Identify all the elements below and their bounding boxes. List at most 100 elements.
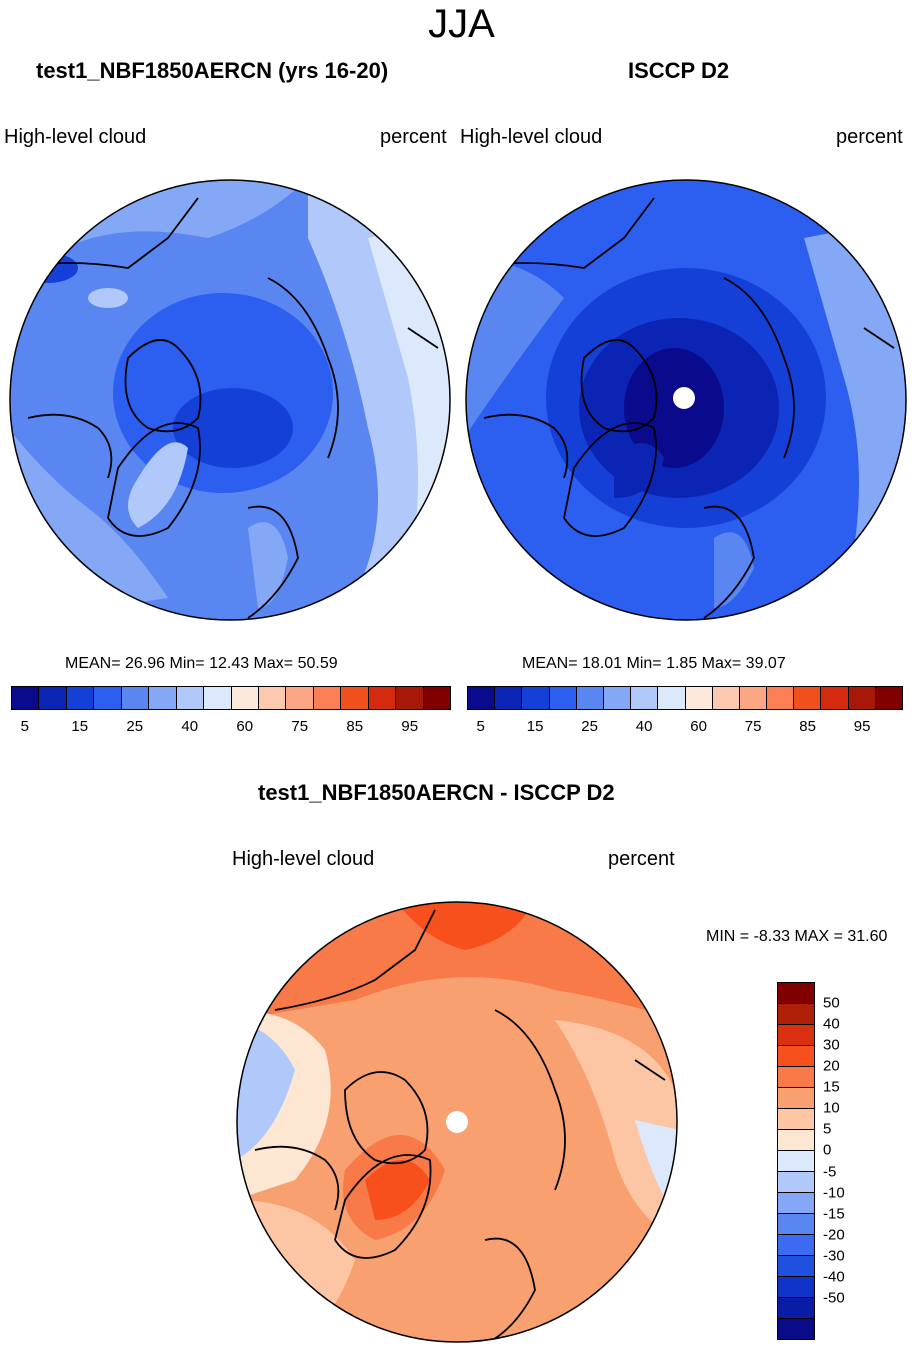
season-title: JJA <box>428 2 495 46</box>
panel2-stats: MEAN= 18.01 Min= 1.85 Max= 39.07 <box>522 655 786 672</box>
colorbar-swatch <box>712 687 740 709</box>
diff-colorbar-tick-label: 0 <box>823 1141 832 1159</box>
colorbar-swatch <box>875 687 902 709</box>
diff-units: percent <box>608 848 675 870</box>
diff-colorbar-tick-label: -30 <box>823 1247 845 1265</box>
colorbar-swatch <box>286 687 314 709</box>
panel1-colorbar <box>11 686 451 710</box>
colorbar-swatch <box>685 687 713 709</box>
colorbar-tick-label: 75 <box>291 718 309 735</box>
diff-colorbar <box>777 982 815 1340</box>
colorbar-swatch <box>39 687 67 709</box>
colorbar-swatch <box>794 687 822 709</box>
colorbar-swatch <box>231 687 259 709</box>
colorbar-swatch <box>341 687 369 709</box>
colorbar-tick-label: 60 <box>236 718 254 735</box>
diff-colorbar-tick-label: -5 <box>823 1163 837 1181</box>
colorbar-swatch <box>495 687 523 709</box>
colorbar-tick-label: 95 <box>401 718 419 735</box>
diff-colorbar-tick-label: -10 <box>823 1184 845 1202</box>
panel1-title: test1_NBF1850AERCN (yrs 16-20) <box>36 58 389 83</box>
diff-colorbar-swatch <box>778 1277 814 1298</box>
colorbar-swatch <box>522 687 550 709</box>
diff-variable: High-level cloud <box>232 848 375 870</box>
diff-colorbar-swatch <box>778 1025 814 1046</box>
colorbar-swatch <box>848 687 876 709</box>
colorbar-tick-label: 25 <box>581 718 598 735</box>
colorbar-swatch <box>396 687 424 709</box>
diff-colorbar-tick-label: 30 <box>823 1036 840 1054</box>
diff-colorbar-swatch <box>778 1256 814 1277</box>
colorbar-swatch <box>821 687 849 709</box>
colorbar-tick-label: 5 <box>476 718 485 735</box>
panel1-units: percent <box>380 126 447 148</box>
colorbar-tick-label: 85 <box>346 718 364 735</box>
diff-colorbar-swatch <box>778 1235 814 1256</box>
diff-colorbar-swatch <box>778 1130 814 1151</box>
diff-colorbar-swatch <box>778 983 814 1004</box>
colorbar-tick-label: 60 <box>690 718 707 735</box>
diff-colorbar-swatch <box>778 1319 814 1339</box>
colorbar-swatch <box>549 687 577 709</box>
colorbar-swatch <box>204 687 232 709</box>
colorbar-swatch <box>631 687 659 709</box>
panel1-colorbar-ticks: 5 15 25 40 60 75 85 95 <box>11 718 451 738</box>
diff-colorbar-swatch <box>778 1067 814 1088</box>
colorbar-swatch <box>176 687 205 709</box>
colorbar-swatch <box>313 687 342 709</box>
colorbar-tick-label: 95 <box>853 718 871 735</box>
colorbar-swatch <box>468 687 496 709</box>
diff-colorbar-tick-label: -50 <box>823 1289 845 1307</box>
panel2-colorbar <box>467 686 903 710</box>
colorbar-tick-label: 75 <box>744 718 762 735</box>
colorbar-swatch <box>658 687 686 709</box>
colorbar-swatch <box>66 687 95 709</box>
colorbar-swatch <box>739 687 768 709</box>
diff-colorbar-tick-label: -15 <box>823 1205 845 1223</box>
diff-colorbar-tick-label: 20 <box>823 1057 840 1075</box>
panel1-stats: MEAN= 26.96 Min= 12.43 Max= 50.59 <box>65 655 338 672</box>
diff-colorbar-tick-label: 40 <box>823 1015 840 1033</box>
colorbar-swatch <box>423 687 450 709</box>
colorbar-swatch <box>368 687 397 709</box>
colorbar-swatch <box>94 687 122 709</box>
colorbar-swatch <box>767 687 795 709</box>
diff-colorbar-ticks: 50 40 30 20 15 10 5 0 -5 -10 -15 -20 -30 -40 -50 <box>823 982 863 1340</box>
diff-colorbar-swatch <box>778 1298 814 1319</box>
diff-colorbar-swatch <box>778 1214 814 1235</box>
panel1-map <box>9 179 451 621</box>
diff-colorbar-tick-label: 50 <box>823 994 840 1012</box>
colorbar-swatch <box>258 687 287 709</box>
colorbar-swatch <box>149 687 177 709</box>
diff-colorbar-tick-label: 15 <box>823 1078 840 1096</box>
diff-colorbar-tick-label: -20 <box>823 1226 845 1244</box>
diff-title: test1_NBF1850AERCN - ISCCP D2 <box>258 780 615 805</box>
diff-colorbar-swatch <box>778 1046 814 1067</box>
colorbar-tick-label: 5 <box>20 718 29 735</box>
panel2-units: percent <box>836 126 903 148</box>
diff-colorbar-swatch <box>778 1151 814 1172</box>
diff-colorbar-tick-label: 5 <box>823 1120 832 1138</box>
diff-colorbar-swatch <box>778 1004 814 1025</box>
panel1-variable: High-level cloud <box>4 126 147 148</box>
diff-colorbar-swatch <box>778 1172 814 1193</box>
diff-minmax: MIN = -8.33 MAX = 31.60 <box>706 928 888 945</box>
colorbar-tick-label: 40 <box>635 718 653 735</box>
colorbar-tick-label: 85 <box>799 718 816 735</box>
colorbar-tick-label: 15 <box>71 718 89 735</box>
colorbar-swatch <box>12 687 40 709</box>
diff-colorbar-tick-label: 10 <box>823 1099 840 1117</box>
colorbar-tick-label: 40 <box>181 718 199 735</box>
colorbar-swatch <box>603 687 632 709</box>
panel2-map <box>465 179 907 621</box>
diff-colorbar-swatch <box>778 1109 814 1130</box>
panel2-variable: High-level cloud <box>460 126 603 148</box>
diff-colorbar-swatch <box>778 1088 814 1109</box>
panel2-title: ISCCP D2 <box>628 58 730 83</box>
colorbar-tick-label: 15 <box>526 718 544 735</box>
colorbar-swatch <box>576 687 604 709</box>
colorbar-tick-label: 25 <box>126 718 144 735</box>
diff-colorbar-swatch <box>778 1193 814 1214</box>
diff-colorbar-tick-label: -40 <box>823 1268 845 1286</box>
diff-map <box>236 901 678 1343</box>
